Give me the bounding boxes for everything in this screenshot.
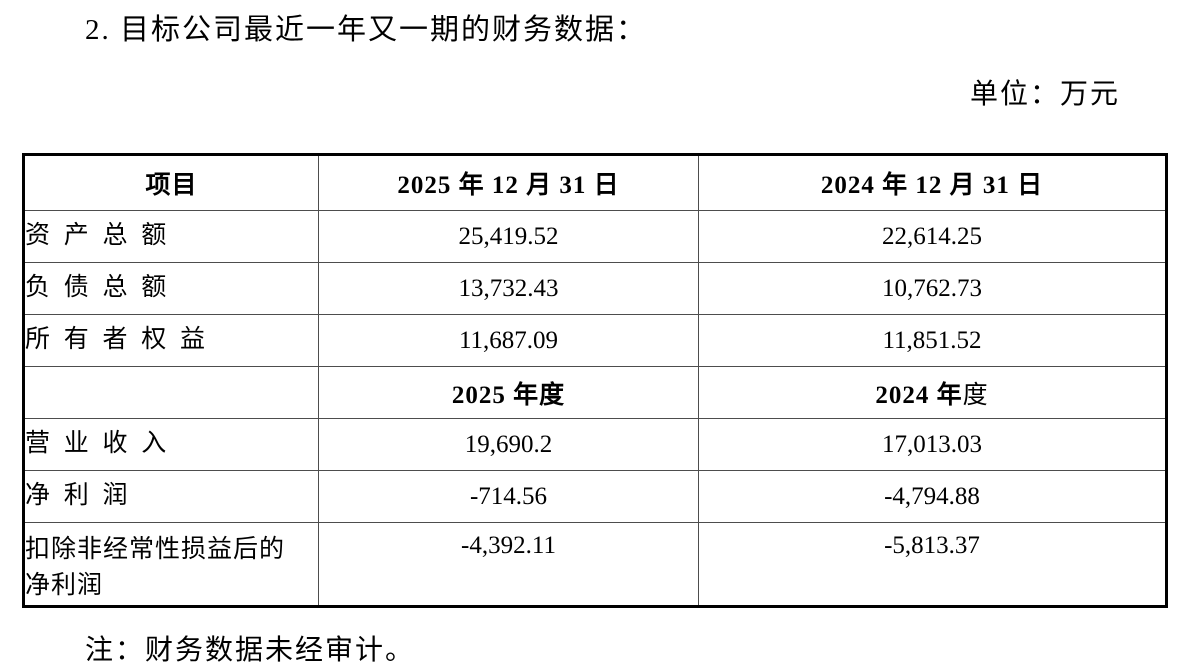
item-cell: 资产总额: [23, 210, 319, 263]
period-label-2024-bold: 2024 年: [875, 381, 963, 409]
item-cell: 净利润: [23, 470, 319, 523]
table-row: 扣除非经常性损益后的净利润 -4,392.11 -5,813.37: [23, 522, 1167, 607]
value-2025-cell: 11,687.09: [318, 314, 699, 367]
value-2025-cell: -714.56: [318, 470, 699, 523]
item-cell: 营业收入: [23, 418, 319, 471]
value-2024-cell: -4,794.88: [698, 470, 1167, 523]
table-header-row: 项目 2025 年 12 月 31 日 2024 年 12 月 31 日: [23, 154, 1167, 211]
value-2024-cell: 10,762.73: [698, 262, 1167, 315]
period-label-2024-regular: 度: [962, 381, 989, 409]
period-header-row: 2025 年度 2024 年度: [23, 366, 1167, 419]
section-title: 2. 目标公司最近一年又一期的财务数据：: [85, 14, 648, 46]
column-header: 项目: [23, 154, 319, 211]
period-empty-cell: [23, 366, 319, 419]
financial-table: 项目 2025 年 12 月 31 日 2024 年 12 月 31 日资产总额 25…: [22, 153, 1168, 608]
footnote: 注：财务数据未经审计。: [85, 635, 416, 666]
table-row: 负债总额 13,732.43 10,762.73: [23, 262, 1167, 315]
period-label-2024: 2024 年度: [698, 366, 1167, 419]
value-2024-cell: 17,013.03: [698, 418, 1167, 471]
value-2025-cell: -4,392.11: [318, 522, 699, 607]
value-2024-cell: 22,614.25: [698, 210, 1167, 263]
table-row: 营业收入 19,690.2 17,013.03: [23, 418, 1167, 471]
value-2024-cell: -5,813.37: [698, 522, 1167, 607]
column-header: 2024 年 12 月 31 日: [698, 154, 1167, 211]
period-label-2025-bold: 2025 年度: [451, 381, 566, 409]
period-label-2025: 2025 年度: [318, 366, 699, 419]
column-header: 2025 年 12 月 31 日: [318, 154, 699, 211]
item-cell: 扣除非经常性损益后的净利润: [23, 522, 319, 607]
item-cell: 所有者权益: [23, 314, 319, 367]
item-cell: 负债总额: [23, 262, 319, 315]
table-row: 净利润 -714.56 -4,794.88: [23, 470, 1167, 523]
table-row: 资产总额 25,419.52 22,614.25: [23, 210, 1167, 263]
unit-label: 单位：万元: [969, 79, 1120, 110]
table-row: 所有者权益 11,687.09 11,851.52: [23, 314, 1167, 367]
value-2024-cell: 11,851.52: [698, 314, 1167, 367]
value-2025-cell: 13,732.43: [318, 262, 699, 315]
value-2025-cell: 25,419.52: [318, 210, 699, 263]
value-2025-cell: 19,690.2: [318, 418, 699, 471]
